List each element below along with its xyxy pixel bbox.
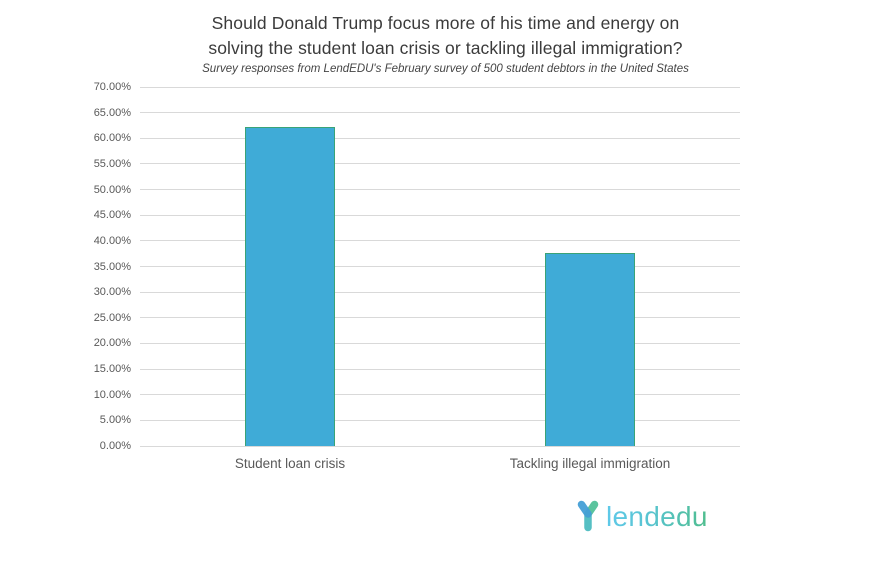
y-axis-tick-label: 0.00% bbox=[99, 440, 131, 452]
chart-title: Should Donald Trump focus more of his ti… bbox=[0, 11, 891, 61]
x-axis-category-label-student-loan-crisis: Student loan crisis bbox=[234, 456, 346, 471]
y-axis-tick-label: 25.00% bbox=[93, 311, 131, 324]
lendedu-logo: lendedu bbox=[577, 500, 708, 533]
gridline-40 bbox=[140, 240, 740, 242]
y-axis-tick-label: 70.00% bbox=[93, 81, 131, 93]
y-axis-tick-label: 65.00% bbox=[93, 106, 131, 119]
chart-title-line-2: solving the student loan crisis or tackl… bbox=[208, 38, 683, 58]
gridline-65 bbox=[140, 112, 740, 114]
gridline-70 bbox=[140, 86, 740, 88]
chart-title-line-1: Should Donald Trump focus more of his ti… bbox=[211, 13, 680, 33]
y-axis-tick-label: 50.00% bbox=[93, 183, 131, 196]
gridline-20 bbox=[140, 342, 740, 344]
plot-area: 0.00% 5.00% 10.00% 15.00% 20.00% 25.00% 30.00%… bbox=[94, 81, 740, 471]
lendedu-logo-icon bbox=[577, 500, 599, 532]
gridline-45 bbox=[140, 214, 740, 216]
bar-student-loan-crisis bbox=[245, 126, 335, 446]
y-axis-tick-label: 55.00% bbox=[93, 157, 131, 170]
y-axis-tick-label: 15.00% bbox=[93, 363, 131, 376]
y-axis-tick-label: 60.00% bbox=[93, 132, 131, 145]
gridline-35 bbox=[140, 266, 740, 267]
y-axis-tick-label: 45.00% bbox=[93, 209, 131, 222]
bar-tackling-illegal-immigration bbox=[545, 252, 635, 446]
y-axis-tick-label: 35.00% bbox=[93, 260, 131, 273]
gridline-25 bbox=[140, 317, 740, 319]
y-axis-tick-label: 5.00% bbox=[99, 414, 131, 427]
y-axis-tick-label: 40.00% bbox=[93, 234, 131, 247]
chart-subtitle: Survey responses from LendEDU's February… bbox=[202, 63, 689, 75]
x-axis-category-label-tackling-illegal-immigration: Tackling illegal immigration bbox=[509, 456, 671, 471]
lendedu-logo-text: lendedu bbox=[606, 500, 708, 532]
gridline-5 bbox=[140, 419, 740, 421]
y-axis-tick-label: 20.00% bbox=[93, 337, 131, 350]
gridline-50 bbox=[140, 189, 740, 191]
y-axis-tick-label: 30.00% bbox=[93, 286, 131, 299]
gridline-60 bbox=[140, 137, 740, 139]
y-axis-tick-label: 10.00% bbox=[93, 388, 131, 401]
gridline-10 bbox=[140, 394, 740, 396]
gridline-30 bbox=[140, 291, 740, 293]
gridline-55 bbox=[140, 163, 740, 165]
gridline-0 bbox=[140, 445, 740, 447]
gridline-15 bbox=[140, 368, 740, 370]
